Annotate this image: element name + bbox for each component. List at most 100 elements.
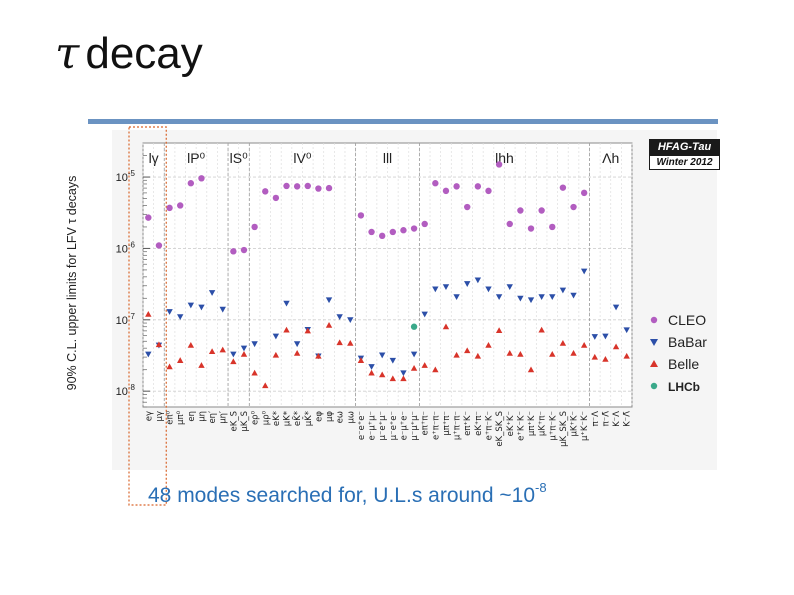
- babar-point: [378, 352, 386, 359]
- cleo-point: [177, 202, 184, 209]
- belle-point: [325, 321, 333, 328]
- belle-point: [495, 327, 503, 333]
- cleo-point: [368, 228, 375, 236]
- cleo-point: [559, 184, 567, 191]
- babar-point: [208, 290, 216, 296]
- cleo-point: [495, 161, 503, 168]
- x-tick-label: e⁺π⁻π⁻: [431, 411, 441, 440]
- y-tick-label: 10-5: [116, 169, 136, 184]
- cleo-point: [283, 182, 290, 190]
- babar-point: [495, 294, 503, 300]
- babar-point: [623, 327, 630, 334]
- x-tick-label: μ⁻e⁺e⁻: [389, 411, 399, 440]
- x-tick-label: μ⁺K⁻K⁻: [580, 411, 590, 441]
- babar-point: [283, 300, 290, 307]
- x-tick-label: eφ: [314, 411, 324, 422]
- belle-point: [591, 353, 598, 360]
- x-tick-label: eπ⁺π⁻: [421, 411, 431, 435]
- group-label: lP⁰: [187, 150, 205, 166]
- legend-babar-label: BaBar: [668, 334, 707, 350]
- legend-cleo-marker: [650, 316, 658, 324]
- babar-point: [453, 294, 460, 300]
- y-tick-label: 10-8: [116, 383, 136, 398]
- babar-point: [580, 268, 588, 275]
- belle-point: [230, 358, 237, 365]
- babar-point: [559, 287, 567, 294]
- highlight-box: [128, 126, 167, 506]
- x-tick-label: μK_S: [240, 411, 250, 432]
- x-tick-label: eK⁺π⁻: [474, 411, 484, 436]
- belle-point: [251, 369, 258, 376]
- caption-text: 48 modes searched for, U.L.s around ~10: [148, 484, 535, 507]
- babar-point: [272, 333, 280, 340]
- belle-point: [453, 351, 460, 358]
- cleo-point: [400, 227, 407, 234]
- babar-point: [517, 295, 524, 302]
- x-tick-label: π⁻Λ̄: [601, 411, 611, 427]
- x-tick-label: eK⁺K⁻: [506, 411, 516, 436]
- belle-point: [580, 342, 588, 348]
- belle-point: [410, 364, 418, 371]
- babar-point: [145, 351, 152, 358]
- belle-point: [166, 363, 173, 370]
- belle-point: [517, 350, 524, 357]
- belle-point: [177, 357, 184, 363]
- x-tick-label: μK⁺π⁻: [538, 411, 548, 436]
- belle-point: [304, 327, 311, 334]
- caption-exponent: -8: [535, 480, 547, 495]
- babar-point: [612, 304, 620, 311]
- cleo-point: [198, 175, 205, 182]
- x-tick-label: eK̄*: [292, 411, 304, 426]
- belle-point: [559, 339, 567, 346]
- x-tick-label: eπ⁰: [166, 410, 176, 424]
- x-tick-label: eK_S: [229, 411, 239, 431]
- title-underline: [88, 119, 718, 124]
- x-tick-label: eγ: [144, 411, 154, 421]
- babar-point: [410, 351, 418, 358]
- belle-point: [389, 375, 397, 382]
- cleo-point: [230, 248, 237, 255]
- cleo-point: [166, 204, 173, 212]
- babar-point: [198, 304, 205, 311]
- belle-point: [357, 357, 365, 363]
- group-label: lS⁰: [230, 150, 248, 166]
- belle-point: [549, 350, 556, 357]
- title-tau-symbol: τ: [55, 28, 80, 79]
- legend-lhcb-marker: [650, 382, 658, 390]
- babar-point: [389, 357, 397, 364]
- title-text: decay: [85, 29, 203, 78]
- cleo-point: [549, 223, 556, 231]
- cleo-point: [357, 212, 365, 219]
- x-tick-label: μφ: [325, 411, 335, 422]
- cleo-point: [262, 188, 269, 195]
- cleo-point: [293, 183, 301, 190]
- babar-point: [336, 314, 343, 321]
- group-label: Λh: [602, 150, 619, 166]
- babar-point: [421, 311, 428, 318]
- x-tick-label: eρ⁰: [251, 410, 261, 425]
- belle-point: [432, 366, 439, 373]
- x-tick-label: π⁻Λ: [591, 411, 601, 427]
- cleo-point: [464, 203, 471, 211]
- x-tick-label: eη: [187, 411, 197, 422]
- cleo-point: [527, 225, 535, 232]
- cleo-point: [410, 225, 418, 232]
- x-tick-label: e⁺π⁻K⁻: [484, 411, 494, 440]
- babar-point: [368, 364, 375, 370]
- x-tick-label: μπ⁰: [176, 410, 186, 425]
- cleo-point: [304, 182, 311, 190]
- cleo-point: [325, 184, 333, 192]
- babar-point: [570, 292, 577, 299]
- cleo-point: [378, 232, 386, 240]
- belle-point: [623, 352, 630, 359]
- belle-point: [283, 326, 290, 333]
- y-tick-label: 10-7: [116, 312, 136, 327]
- babar-point: [400, 370, 407, 377]
- belle-point: [368, 369, 375, 376]
- babar-point: [485, 286, 492, 293]
- belle-point: [421, 362, 428, 368]
- legend-lhcb-label: LHCb: [668, 380, 700, 394]
- cleo-point: [474, 183, 482, 190]
- babar-point: [464, 281, 471, 287]
